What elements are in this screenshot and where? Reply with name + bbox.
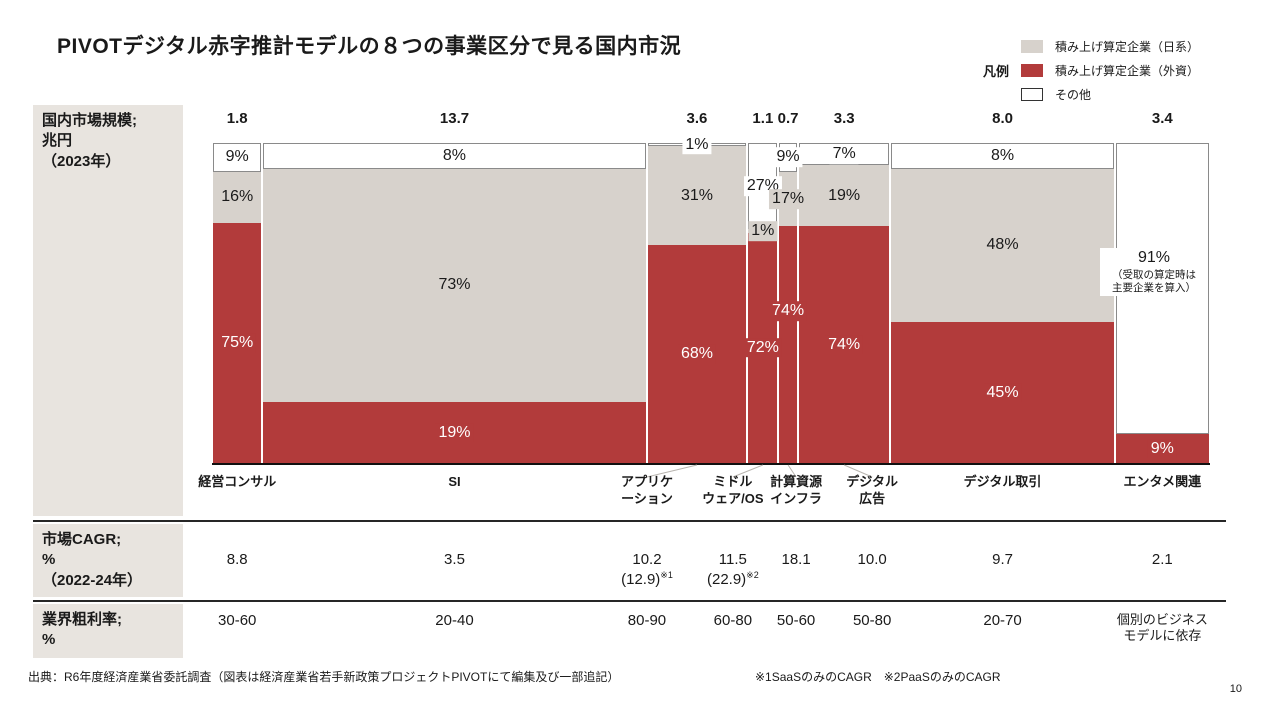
segment-domestic-label: 19% [825, 186, 864, 206]
cagr-value: 11.5 (22.9)※2 [707, 551, 759, 590]
segment-foreign-label: 75% [218, 333, 257, 353]
market-size-value: 1.1 [752, 110, 774, 127]
segment-foreign-label: 19% [435, 422, 474, 443]
mekko-column-4: 27% 1% 72% [743, 143, 782, 463]
mekko-column-1: 9% 16% 75% [213, 143, 262, 463]
cagr-main: 11.5 [718, 551, 747, 568]
market-size-value: 13.7 [439, 110, 470, 127]
market-size-value: 8.0 [992, 110, 1013, 127]
category-label: SI [448, 474, 461, 489]
mekko-chart: 9% 16% 75% 8% 73% 19% 1% 31% 68% 27% 1% 72% 9% 17% 74%… [212, 134, 1210, 465]
mekko-column-5: 9% 17% 74% [769, 143, 808, 463]
cagr-main: 10.2 [632, 551, 662, 568]
legend-label-domestic: 積み上げ算定企業（日系） [1055, 39, 1200, 54]
legend-caption: 凡例 [983, 63, 1010, 79]
margin-value: 50-80 [852, 612, 892, 629]
segment-domestic-label: 17% [769, 189, 808, 209]
segment-other-label: 91% （受取の算定時は 主要企業を算入） [1099, 248, 1208, 297]
legend-swatch-other [1021, 87, 1043, 101]
market-size-value: 3.6 [686, 110, 708, 127]
segment-domestic-label: 16% [218, 187, 257, 208]
category-label: エンタメ関連 [1123, 474, 1202, 489]
margin-value: 20-70 [983, 612, 1022, 629]
row-label-margin: 業界粗利率; % [33, 604, 183, 658]
legend-swatch-domestic [1021, 39, 1043, 53]
category-label: デジタル 広告 [846, 474, 899, 506]
cagr-sub: (22.9)※2 [706, 569, 759, 588]
market-size-value: 0.7 [777, 110, 799, 127]
cagr-sub: (12.9)※1 [621, 569, 673, 588]
margin-value: 30-60 [218, 612, 257, 629]
segment-domestic-label: 1% [748, 221, 778, 241]
margin-value: 80-90 [627, 612, 667, 629]
row-label-cagr: 市場CAGR; % （2022-24年） [33, 524, 183, 597]
cagr-value: 10.0 [857, 551, 887, 568]
segment-other-label: 8% [439, 146, 470, 166]
source-note: 出典：R6年度経済産業省委託調査（図表は経済産業省若手新政策プロジェクトPIVO… [28, 670, 620, 684]
segment-foreign-label: 68% [677, 344, 716, 364]
legend-label-foreign: 積み上げ算定企業（外資） [1055, 63, 1200, 78]
cagr-value: 18.1 [781, 551, 811, 568]
legend-swatch-foreign [1021, 63, 1043, 77]
margin-value: 個別のビジネス モデルに依存 [1116, 612, 1208, 644]
margin-value: 60-80 [713, 612, 753, 629]
separator-line-1 [33, 520, 1226, 522]
margin-value: 20-40 [435, 612, 474, 629]
market-size-value: 3.4 [1151, 110, 1173, 127]
category-label: 計算資源 インフラ [770, 474, 823, 506]
separator-line-2 [33, 600, 1226, 602]
segment-domestic-label: 73% [435, 275, 474, 296]
segment-other-label: 8% [987, 146, 1018, 166]
mekko-column-3: 1% 31% 68% [647, 134, 747, 463]
category-label: 経営コンサル [198, 474, 277, 489]
mekko-column-2: 8% 73% 19% [263, 143, 646, 463]
segment-foreign-label: 74% [769, 301, 808, 322]
category-label: アプリケ ーション [620, 474, 673, 506]
cagr-value: 8.8 [226, 551, 248, 568]
other-note-text: （受取の算定時は 主要企業を算入） [1111, 268, 1196, 295]
page-number: 10 [1229, 683, 1242, 695]
cagr-value: 9.7 [992, 551, 1013, 568]
row-label-market-size: 国内市場規模; 兆円 （2023年） [33, 105, 183, 516]
cagr-value: 2.1 [1151, 551, 1173, 568]
legend: 積み上げ算定企業（日系） 凡例 積み上げ算定企業（外資） その他 [983, 36, 1199, 108]
legend-label-other: その他 [1055, 87, 1092, 102]
mekko-column-8: 91% （受取の算定時は 主要企業を算入） 9% [1099, 143, 1209, 463]
market-size-value: 1.8 [226, 110, 248, 127]
category-label: ミドル ウェア/OS [702, 474, 764, 506]
segment-other-label: 7% [829, 144, 859, 164]
legend-row-domestic: 積み上げ算定企業（日系） [983, 36, 1199, 56]
mekko-column-6: 7% 19% 74% [798, 143, 890, 463]
segment-other-label: 1% [682, 134, 712, 155]
page-title: PIVOTデジタル赤字推計モデルの８つの事業区分で見る国内市況 [57, 35, 682, 58]
margin-value: 50-60 [776, 612, 816, 629]
segment-foreign-label: 9% [1147, 438, 1177, 459]
category-label: デジタル取引 [963, 474, 1042, 489]
market-size-value: 3.3 [833, 110, 855, 127]
cagr-value: 3.5 [444, 551, 465, 568]
footnotes: ※1SaaSのみのCAGR ※2PaaSのみのCAGR [755, 670, 1001, 684]
segment-foreign-label: 45% [983, 382, 1022, 403]
segment-other-label: 9% [222, 147, 252, 168]
cagr-sub-ref: ※1 [660, 569, 673, 580]
segment-foreign [779, 226, 797, 463]
legend-row-foreign: 凡例 積み上げ算定企業（外資） [983, 60, 1199, 80]
segment-foreign-label: 74% [825, 334, 864, 355]
cagr-sub-ref: ※2 [746, 569, 759, 580]
cagr-value: 10.2 (12.9)※1 [621, 551, 673, 590]
legend-row-other: その他 [983, 84, 1199, 104]
other-pct-value: 91% [1137, 249, 1170, 266]
segment-foreign-label: 72% [743, 338, 782, 358]
mekko-column-7: 8% 48% 45% [891, 143, 1114, 463]
segment-domestic-label: 31% [677, 186, 716, 206]
segment-domestic-label: 48% [983, 235, 1022, 256]
segment-other-label: 9% [773, 147, 803, 168]
